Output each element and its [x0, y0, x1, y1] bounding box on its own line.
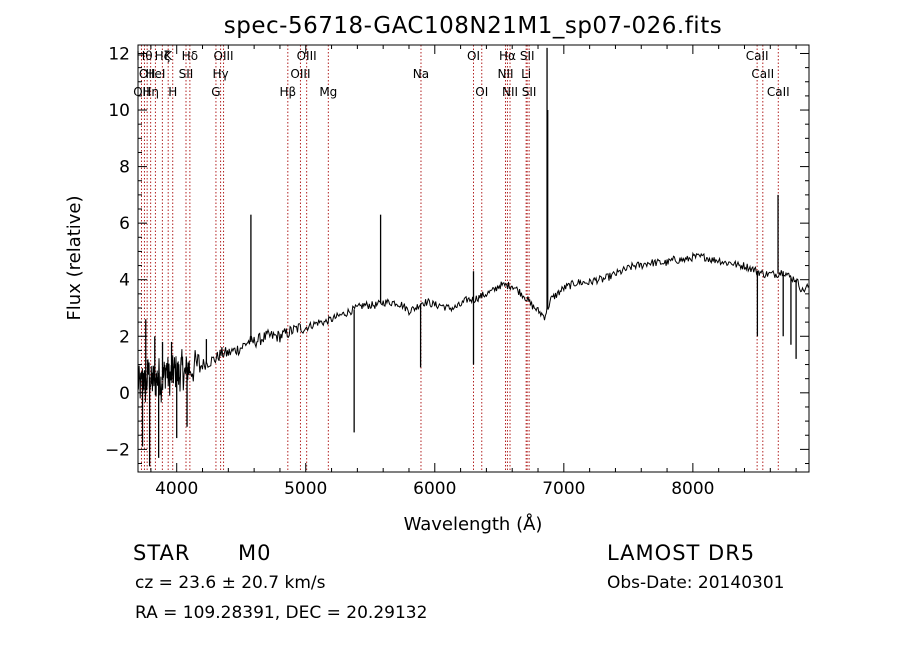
y-tick-label: 2	[119, 327, 130, 347]
marker-label-25: SII	[522, 85, 537, 99]
marker-label-8: SII	[179, 67, 194, 81]
y-tick-label: 4	[119, 271, 130, 291]
coordinates: RA = 109.28391, DEC = 20.29132	[135, 603, 428, 623]
marker-label-6: K	[164, 49, 173, 63]
x-axis-label: Wavelength (Å)	[404, 513, 543, 535]
marker-label-23: Li	[521, 67, 531, 81]
object-subclass: M0	[238, 541, 272, 565]
marker-label-3: Hη	[142, 85, 159, 99]
marker-label-4: HeI	[145, 67, 165, 81]
y-tick-label: 10	[108, 101, 130, 121]
y-axis-label: Flux (relative)	[64, 195, 85, 320]
emission-line-markers	[140, 45, 779, 472]
y-tick-label: −2	[105, 440, 130, 460]
x-tick-label: 8000	[671, 479, 714, 499]
marker-label-17: Na	[413, 67, 429, 81]
x-tick-label: 6000	[413, 479, 456, 499]
marker-label-10: G	[211, 85, 220, 99]
marker-label-27: CaII	[751, 67, 774, 81]
marker-label-26: CaII	[746, 49, 769, 63]
marker-label-7: H	[168, 85, 177, 99]
y-tick-label: 6	[119, 214, 130, 234]
survey-name: LAMOST DR5	[607, 541, 756, 565]
marker-label-5: Hζ	[155, 49, 171, 63]
marker-label-20: NII	[497, 67, 513, 81]
x-axis-ticks: 4000 5000 6000 7000 8000	[150, 45, 797, 499]
marker-label-1: Hθ	[136, 49, 152, 63]
observation-date: Obs-Date: 20140301	[607, 573, 785, 593]
marker-label-15: OIII	[297, 49, 317, 63]
emission-line-labels: OIIHθOIIHηHeIHζKHSIIHδGHγOIIIHβOIIIOIIIM…	[133, 49, 789, 99]
marker-label-18: OI	[467, 49, 480, 63]
chart-title: spec-56718-GAC108N21M1_sp07-026.fits	[224, 13, 722, 39]
object-class: STAR	[133, 541, 191, 565]
marker-label-22: NII	[502, 85, 518, 99]
y-tick-label: 8	[119, 158, 130, 178]
marker-label-2: OII	[139, 67, 156, 81]
marker-label-21: Hα	[499, 49, 516, 63]
x-tick-label: 4000	[155, 479, 198, 499]
plot-frame	[137, 44, 810, 473]
x-tick-label: 5000	[284, 479, 327, 499]
marker-label-11: Hγ	[213, 67, 229, 81]
redshift-velocity: cz = 23.6 ± 20.7 km/s	[135, 573, 326, 593]
y-axis-ticks: −2 0 2 4 6 8 10 12	[105, 44, 809, 465]
marker-label-14: OIII	[290, 67, 310, 81]
spectrum-spikes	[141, 47, 797, 467]
marker-label-16: Mg	[319, 85, 337, 99]
spectrum-line	[137, 251, 810, 403]
marker-label-13: Hβ	[279, 85, 296, 99]
marker-label-19: OI	[475, 85, 488, 99]
marker-label-24: SII	[520, 49, 535, 63]
y-tick-label: 0	[119, 384, 130, 404]
y-tick-label: 12	[108, 44, 130, 64]
marker-label-0: OII	[133, 85, 150, 99]
marker-label-28: CaII	[767, 85, 790, 99]
x-tick-label: 7000	[542, 479, 585, 499]
marker-label-12: OIII	[214, 49, 234, 63]
marker-label-9: Hδ	[182, 49, 198, 63]
